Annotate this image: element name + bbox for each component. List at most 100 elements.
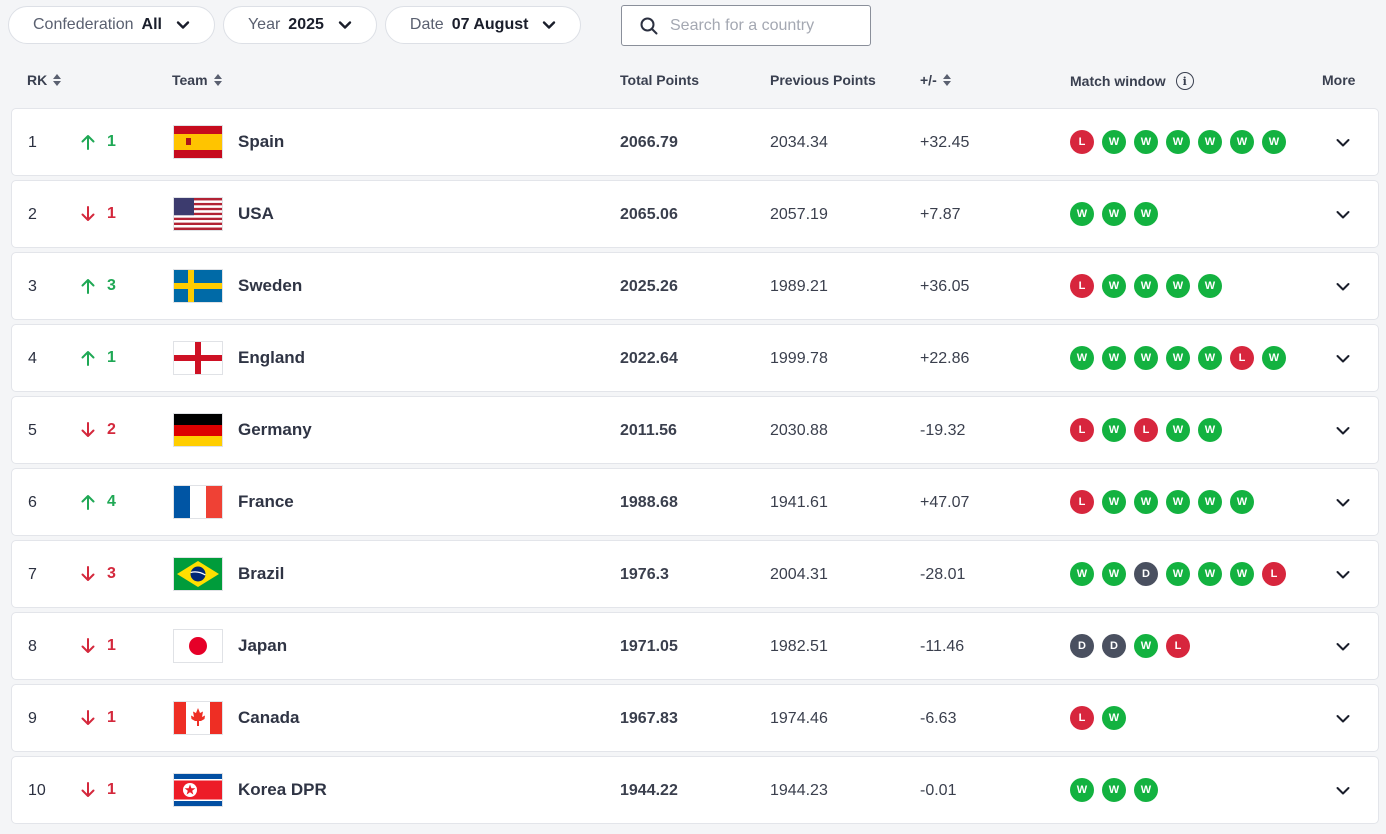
match-result-badge[interactable]: W — [1166, 346, 1190, 370]
team-header-label: Team — [172, 72, 208, 88]
total-points: 1988.68 — [620, 494, 678, 511]
rank-value: 10 — [28, 782, 46, 799]
match-result-badge[interactable]: W — [1070, 202, 1094, 226]
expand-row-button[interactable] — [1332, 493, 1354, 513]
match-result-badge[interactable]: L — [1070, 490, 1094, 514]
match-result-badge[interactable]: W — [1166, 562, 1190, 586]
match-result-badge[interactable]: L — [1070, 706, 1094, 730]
match-result-badge[interactable]: L — [1070, 130, 1094, 154]
match-result-badge[interactable]: W — [1134, 346, 1158, 370]
chevron-down-icon — [1336, 427, 1350, 435]
previous-points-header: Previous Points — [770, 72, 876, 88]
match-result-badge[interactable]: L — [1070, 274, 1094, 298]
match-result-badge[interactable]: W — [1102, 130, 1126, 154]
match-result-badge[interactable]: W — [1102, 274, 1126, 298]
team-name: Sweden — [238, 276, 303, 295]
match-result-badge[interactable]: W — [1102, 706, 1126, 730]
expand-row-button[interactable] — [1332, 781, 1354, 801]
match-result-badge[interactable]: W — [1102, 202, 1126, 226]
match-result-badge[interactable]: W — [1198, 274, 1222, 298]
match-result-badge[interactable]: W — [1166, 274, 1190, 298]
match-result-badge[interactable]: W — [1134, 490, 1158, 514]
info-icon[interactable]: i — [1175, 72, 1194, 90]
rank-change: 1 — [80, 709, 116, 727]
expand-row-button[interactable] — [1332, 565, 1354, 585]
match-result-badge[interactable]: W — [1166, 130, 1190, 154]
match-result-badge[interactable]: W — [1166, 418, 1190, 442]
arrow-up-icon — [81, 351, 95, 366]
chevron-down-icon — [1336, 355, 1350, 363]
match-result-badge[interactable]: W — [1198, 418, 1222, 442]
rank-column-header[interactable]: RK — [27, 72, 62, 88]
match-result-badge[interactable]: W — [1102, 346, 1126, 370]
match-result-badge[interactable]: L — [1166, 634, 1190, 658]
date-dropdown[interactable]: Date 07 August — [384, 6, 582, 44]
match-result-badge[interactable]: W — [1102, 490, 1126, 514]
match-result-badge[interactable]: L — [1262, 562, 1286, 586]
previous-points: 2057.19 — [770, 206, 828, 223]
match-result-badge[interactable]: W — [1230, 490, 1254, 514]
filter-bar: Confederation All Year 2025 Date 07 Augu… — [8, 6, 589, 44]
expand-row-button[interactable] — [1332, 709, 1354, 729]
diff-header-label: +/- — [920, 72, 937, 88]
match-result-badge[interactable]: W — [1198, 346, 1222, 370]
expand-row-button[interactable] — [1332, 637, 1354, 657]
match-result-badge[interactable]: W — [1198, 490, 1222, 514]
match-result-badge[interactable]: D — [1102, 634, 1126, 658]
match-result-badge[interactable]: W — [1070, 562, 1094, 586]
match-result-badge[interactable]: W — [1134, 274, 1158, 298]
total-points-header: Total Points — [620, 72, 699, 88]
match-result-badge[interactable]: W — [1262, 130, 1286, 154]
match-result-badge[interactable]: L — [1070, 418, 1094, 442]
match-result-badge[interactable]: W — [1070, 778, 1094, 802]
rank-change: 1 — [80, 205, 116, 223]
match-result-badge[interactable]: W — [1134, 778, 1158, 802]
match-result-badge[interactable]: D — [1134, 562, 1158, 586]
expand-row-button[interactable] — [1332, 133, 1354, 153]
match-result-badge[interactable]: W — [1102, 562, 1126, 586]
year-value: 2025 — [288, 16, 324, 33]
match-result-badge[interactable]: W — [1102, 418, 1126, 442]
rank-value: 6 — [28, 494, 37, 511]
rank-change-value: 1 — [107, 133, 116, 150]
rank-value: 5 — [28, 422, 37, 439]
team-name: Brazil — [238, 564, 285, 583]
match-result-badge[interactable]: W — [1198, 130, 1222, 154]
match-result-badge[interactable]: W — [1134, 634, 1158, 658]
expand-row-button[interactable] — [1332, 277, 1354, 297]
match-result-badge[interactable]: L — [1230, 346, 1254, 370]
match-result-badge[interactable]: W — [1230, 130, 1254, 154]
match-result-badge[interactable]: D — [1070, 634, 1094, 658]
match-result-badge[interactable]: L — [1134, 418, 1158, 442]
match-result-badge[interactable]: W — [1166, 490, 1190, 514]
team-column-header[interactable]: Team — [172, 72, 222, 88]
japan-flag — [173, 629, 223, 663]
year-dropdown[interactable]: Year 2025 — [222, 6, 377, 44]
search-input[interactable] — [670, 16, 860, 35]
match-result-badge[interactable]: W — [1230, 562, 1254, 586]
expand-row-button[interactable] — [1332, 205, 1354, 225]
match-result-badge[interactable]: W — [1070, 346, 1094, 370]
match-result-badge[interactable]: W — [1134, 130, 1158, 154]
match-result-badge[interactable]: W — [1102, 778, 1126, 802]
expand-row-button[interactable] — [1332, 349, 1354, 369]
match-result-badge[interactable]: W — [1262, 346, 1286, 370]
match-result-badge[interactable]: W — [1134, 202, 1158, 226]
match-result-badge[interactable]: W — [1198, 562, 1222, 586]
rank-change-value: 1 — [107, 709, 116, 726]
confederation-dropdown[interactable]: Confederation All — [8, 6, 215, 44]
date-label: Date — [409, 16, 444, 33]
diff-column-header[interactable]: +/- — [920, 72, 951, 88]
expand-row-button[interactable] — [1332, 421, 1354, 441]
